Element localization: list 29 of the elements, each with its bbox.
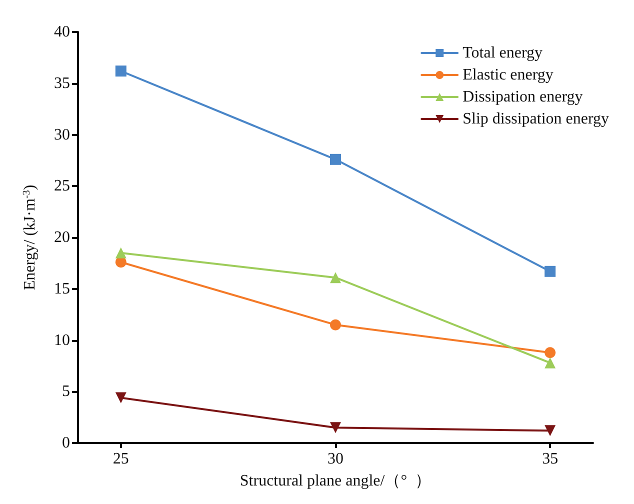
y-tick-label: 20	[54, 229, 70, 246]
y-tick-label: 5	[62, 383, 70, 400]
y-axis-title: Energy/ (kJ·m-3)	[22, 184, 38, 290]
y-tick-label: 40	[54, 24, 70, 40]
point	[544, 357, 556, 368]
legend-label: Total energy	[462, 44, 543, 62]
point	[544, 425, 556, 436]
y-tick-label: 25	[54, 178, 70, 195]
legend-label: Dissipation energy	[462, 88, 583, 106]
point	[330, 319, 341, 330]
point	[330, 272, 341, 284]
point	[330, 422, 341, 434]
y-tick-label: 30	[54, 126, 70, 144]
y-tick-label: 10	[54, 332, 70, 349]
point	[115, 392, 126, 404]
x-axis-title: Structural plane angle/（° ）	[240, 472, 432, 490]
x-tick-label: 30	[328, 450, 344, 468]
legend-label: Slip dissipation energy	[462, 110, 610, 128]
y-tick-label: 15	[54, 280, 70, 298]
point	[544, 266, 556, 277]
point	[544, 347, 556, 358]
y-tick-label: 0	[62, 434, 70, 452]
y-tick-label: 35	[54, 74, 70, 92]
point	[115, 247, 126, 258]
legend-label: Elastic energy	[462, 66, 554, 84]
point	[330, 154, 341, 165]
x-tick-label: 25	[112, 450, 129, 468]
x-tick-label: 35	[542, 450, 558, 468]
point	[115, 66, 126, 77]
